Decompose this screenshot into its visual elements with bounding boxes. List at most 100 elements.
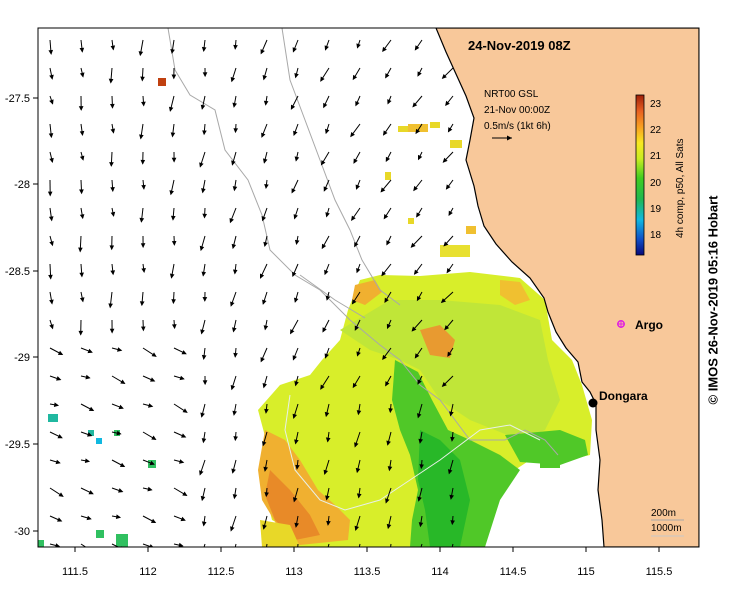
current-vector-head bbox=[292, 271, 297, 278]
current-vector-head bbox=[200, 104, 206, 110]
current-vector-head bbox=[79, 72, 85, 78]
argo-marker[interactable] bbox=[617, 320, 625, 328]
sst-pixel bbox=[430, 122, 440, 128]
sst-pixel bbox=[96, 530, 104, 538]
current-vector-head bbox=[148, 403, 154, 408]
current-vector-head bbox=[291, 188, 296, 194]
colorbar-tick-label: 19 bbox=[650, 204, 662, 215]
current-vector-head bbox=[382, 354, 387, 361]
current-vector-head bbox=[445, 184, 451, 190]
current-vector-head bbox=[354, 241, 359, 248]
current-vector-head bbox=[263, 241, 268, 248]
current-vector-head bbox=[356, 267, 361, 274]
current-vector-head bbox=[418, 154, 423, 161]
current-vector-head bbox=[445, 100, 450, 106]
current-vector-head bbox=[202, 213, 208, 219]
current-vector-head bbox=[79, 297, 85, 303]
current-vector-head bbox=[232, 102, 237, 108]
sst-pixel bbox=[408, 218, 414, 224]
current-vector-head bbox=[79, 189, 84, 195]
current-vector-head bbox=[57, 517, 63, 522]
current-vector-head bbox=[151, 352, 157, 357]
current-vector-head bbox=[149, 460, 155, 466]
colorbar-ticks: 23 22 21 20 19 18 bbox=[650, 99, 662, 241]
x-tick-label: 113 bbox=[285, 566, 303, 578]
current-vector-head bbox=[263, 100, 269, 106]
current-vector-head bbox=[171, 324, 177, 330]
current-vector-head bbox=[199, 470, 204, 476]
current-vector-head bbox=[120, 379, 126, 384]
current-vector-head bbox=[110, 187, 115, 193]
current-vector-head bbox=[90, 549, 93, 552]
current-vector-head bbox=[87, 348, 93, 354]
current-vector-head bbox=[262, 382, 267, 389]
current-vector-head bbox=[260, 49, 265, 55]
current-vector-head bbox=[292, 497, 298, 503]
current-vector-head bbox=[141, 101, 146, 107]
current-vector-head bbox=[178, 542, 184, 547]
current-vector-head bbox=[356, 351, 361, 357]
current-vector-head bbox=[447, 351, 452, 357]
current-vector-head bbox=[354, 442, 359, 448]
current-vector-head bbox=[356, 410, 362, 416]
current-vector-head bbox=[385, 156, 391, 163]
current-vector-head bbox=[325, 437, 331, 443]
current-vector-head bbox=[55, 459, 61, 465]
current-vector-head bbox=[324, 128, 330, 135]
x-tick-label: 115 bbox=[577, 566, 595, 578]
current-vector-head bbox=[352, 74, 358, 81]
current-vector-head bbox=[171, 74, 177, 80]
sst-patch-orange-east bbox=[500, 280, 530, 305]
colorbar-tick-label: 20 bbox=[650, 178, 662, 189]
current-vector-head bbox=[201, 354, 207, 360]
sst-pixel bbox=[96, 438, 102, 444]
current-vector-head bbox=[294, 381, 299, 387]
current-vector-head bbox=[381, 271, 387, 277]
current-vector-head bbox=[200, 412, 205, 418]
current-vector-head bbox=[109, 245, 115, 251]
current-vector-head bbox=[418, 522, 424, 528]
current-vector-head bbox=[387, 99, 392, 105]
sst-pixel bbox=[116, 534, 128, 547]
sst-data-layer bbox=[38, 78, 592, 547]
current-vector-head bbox=[118, 404, 124, 410]
current-vector-head bbox=[324, 45, 329, 51]
current-vector-head bbox=[410, 242, 416, 248]
current-vector-head bbox=[78, 247, 83, 253]
current-vector-head bbox=[388, 408, 393, 414]
current-vector-head bbox=[202, 130, 207, 136]
current-vector-head bbox=[413, 269, 419, 275]
dongara-marker[interactable] bbox=[588, 398, 598, 408]
sst-patch-darkgreen bbox=[418, 430, 470, 547]
sst-pixel bbox=[48, 414, 58, 422]
current-vector-head bbox=[53, 402, 60, 407]
current-vector-head bbox=[171, 240, 177, 246]
current-vector-head bbox=[448, 210, 453, 217]
colorbar-label: 4h comp, p50, All Sats bbox=[675, 138, 686, 238]
current-vector-head bbox=[115, 514, 122, 519]
current-vector-head bbox=[386, 523, 392, 530]
current-vector-head bbox=[56, 376, 62, 381]
current-vector-head bbox=[351, 299, 357, 305]
current-vector-head bbox=[109, 162, 114, 167]
current-vector-head bbox=[78, 330, 84, 336]
bathy-200m-contour bbox=[167, 28, 559, 456]
current-vector-head bbox=[182, 408, 188, 413]
current-vector-head bbox=[264, 183, 269, 190]
colorbar-tick-label: 23 bbox=[650, 99, 662, 110]
current-vector-head bbox=[57, 434, 63, 439]
current-vector-head bbox=[419, 464, 424, 470]
current-vector-head bbox=[78, 106, 84, 111]
sst-pixel bbox=[466, 226, 476, 234]
current-vector bbox=[266, 543, 268, 547]
current-vector-head bbox=[324, 353, 329, 359]
current-vector-head bbox=[389, 550, 392, 553]
current-source-label: NRT00 GSL bbox=[484, 89, 539, 100]
current-vector-head bbox=[171, 157, 177, 163]
current-vector-head bbox=[230, 526, 235, 532]
current-vector-head bbox=[232, 410, 237, 416]
current-vector-head bbox=[442, 157, 448, 163]
current-vector-head bbox=[446, 268, 452, 274]
current-vector-head bbox=[49, 157, 54, 164]
current-vector-head bbox=[296, 549, 299, 552]
